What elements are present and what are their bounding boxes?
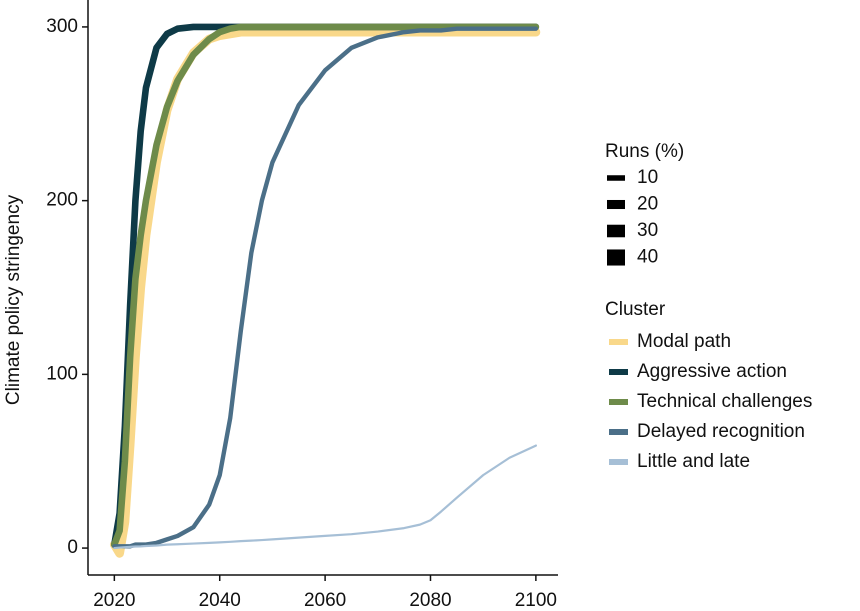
y-tick-label: 0 [67, 537, 78, 558]
legend-label: Aggressive action [637, 361, 787, 382]
runs-legend-label: 20 [637, 194, 658, 215]
legend-label: Little and late [637, 451, 750, 472]
legend-label: Delayed recognition [637, 421, 805, 442]
series-line [111, 23, 540, 548]
runs-legend-swatch [607, 224, 625, 238]
y-tick-label: 100 [46, 363, 78, 384]
runs-legend-swatch [607, 175, 625, 181]
series-line [109, 27, 541, 558]
x-tick-label: 2060 [304, 590, 346, 611]
legend-label: Modal path [637, 331, 731, 352]
y-tick-label: 300 [46, 16, 78, 37]
y-tick-label: 200 [46, 190, 78, 211]
legend-label: Technical challenges [637, 391, 812, 412]
x-tick-label: 2080 [409, 590, 451, 611]
series-line [112, 26, 539, 549]
runs-legend-label: 10 [637, 167, 658, 188]
runs-legend-label: 40 [637, 247, 658, 268]
runs-legend-swatch [607, 249, 625, 266]
y-axis-label: Climate policy stringency [3, 194, 24, 405]
x-tick-label: 2100 [515, 590, 557, 611]
x-tick-label: 2040 [199, 590, 241, 611]
series-line [113, 444, 537, 550]
runs-legend-swatch [607, 199, 625, 210]
legend-title: Cluster [605, 299, 666, 320]
series-line [111, 23, 540, 548]
runs-legend-title: Runs (%) [605, 141, 684, 162]
runs-legend-label: 30 [637, 220, 658, 241]
x-tick-label: 2020 [93, 590, 135, 611]
